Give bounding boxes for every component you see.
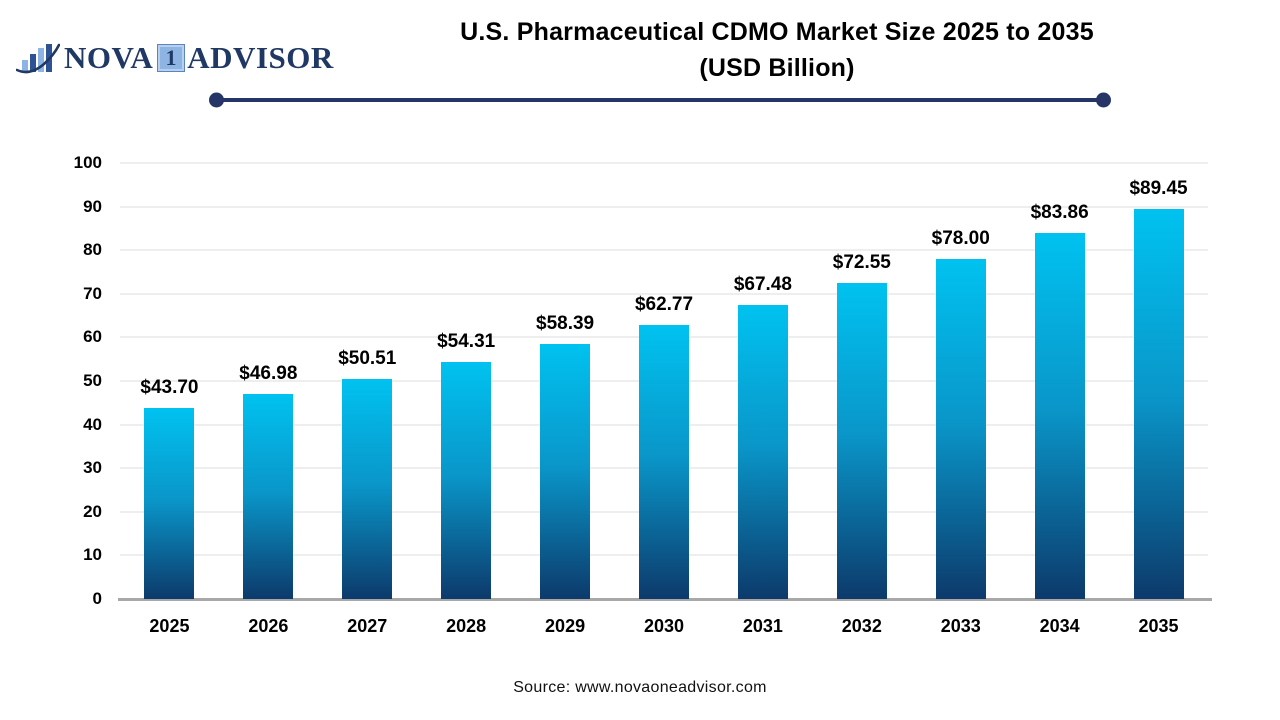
bar-value-label: $72.55 (832, 251, 891, 273)
bar-2025 (144, 408, 195, 599)
x-axis-tick-label: 2033 (940, 616, 981, 636)
y-axis-tick-label: 20 (83, 501, 102, 521)
bar-2031 (737, 304, 788, 599)
gridline (120, 292, 1208, 295)
bar-value-label: $83.86 (1030, 202, 1089, 224)
logo-word-advisor: ADVISOR (187, 40, 334, 75)
bar-2027 (342, 378, 393, 599)
x-axis-tick-label: 2026 (248, 616, 289, 636)
bar-2033 (935, 258, 986, 599)
bar-2026 (243, 394, 294, 599)
chart-title-line2: (USD Billion) (699, 54, 855, 82)
y-axis-tick-label: 80 (83, 240, 102, 260)
gridline (120, 162, 1208, 164)
y-axis-tick-label: 100 (73, 153, 102, 172)
x-axis-tick-label: 2029 (545, 616, 586, 636)
y-axis-tick-label: 0 (92, 589, 102, 608)
bar-value-label: $54.31 (437, 331, 496, 353)
x-axis-tick-label: 2028 (446, 616, 487, 636)
bar-value-label: $50.51 (338, 347, 397, 369)
bar-value-label: $67.48 (733, 273, 792, 295)
y-axis-tick-label: 60 (83, 327, 102, 347)
x-axis-tick-label: 2035 (1138, 616, 1179, 636)
chart-title: U.S. Pharmaceutical CDMO Market Size 202… (337, 14, 1217, 86)
bar-2028 (441, 362, 492, 599)
bar-value-label: $43.70 (140, 377, 199, 399)
source-credit: Source: www.novaoneadvisor.com (513, 679, 767, 696)
x-axis-tick-label: 2027 (347, 616, 388, 636)
divider-right-dot (1096, 92, 1111, 108)
divider-left-dot (209, 92, 224, 108)
y-axis-tick-label: 10 (83, 545, 102, 565)
nova-one-advisor-logo: NOVA 1 ADVISOR (16, 36, 334, 80)
bar-2032 (836, 282, 887, 599)
logo-wordmark: NOVA 1 ADVISOR (64, 40, 334, 76)
bar-chart-swoosh-icon (16, 43, 60, 74)
logo-badge-one: 1 (157, 44, 186, 72)
bar-2030 (639, 325, 689, 599)
y-axis-tick-label: 50 (83, 371, 102, 390)
x-axis-tick-label: 2032 (841, 616, 882, 636)
gridline (120, 205, 1208, 208)
x-axis-tick-label: 2025 (149, 616, 190, 636)
gridline (120, 249, 1208, 252)
bar-value-label: $58.39 (536, 313, 595, 335)
bar-2034 (1034, 233, 1085, 599)
y-axis-tick-label: 70 (83, 283, 102, 303)
chart-title-line1: U.S. Pharmaceutical CDMO Market Size 202… (460, 18, 1094, 46)
bar-2035 (1133, 209, 1184, 599)
x-axis-tick-label: 2031 (742, 616, 783, 636)
title-divider-line (209, 92, 1111, 108)
bar-value-label: $46.98 (239, 363, 298, 385)
bar-2029 (540, 344, 591, 599)
y-axis-tick-label: 40 (83, 414, 102, 434)
bar-value-label: $89.45 (1129, 177, 1188, 199)
x-axis-tick-label: 2030 (643, 616, 685, 636)
x-axis-tick-label: 2034 (1039, 616, 1080, 636)
y-axis-tick-label: 90 (83, 196, 102, 216)
bar-value-label: $62.77 (634, 294, 694, 316)
logo-word-nova: NOVA (64, 40, 154, 75)
bar-value-label: $78.00 (931, 227, 990, 249)
x-axis-baseline (118, 598, 1212, 601)
y-axis-tick-label: 30 (83, 458, 102, 478)
